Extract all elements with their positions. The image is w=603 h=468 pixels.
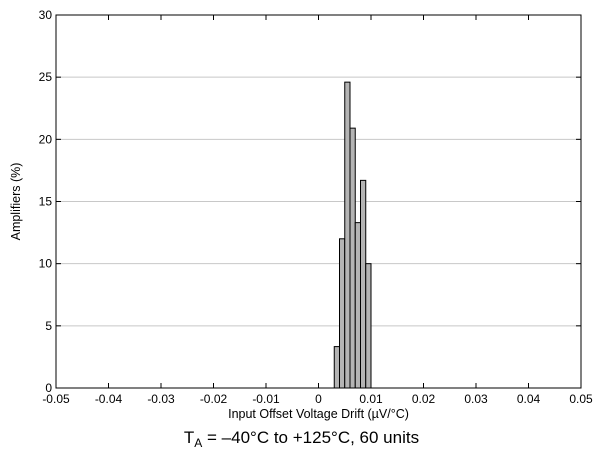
caption-t: T bbox=[183, 428, 195, 447]
y-tick-label: 15 bbox=[39, 195, 53, 209]
x-tick-label: 0.05 bbox=[569, 392, 593, 406]
histogram-bar bbox=[354, 222, 361, 389]
x-tick-label: -0.05 bbox=[42, 392, 70, 406]
conditions-caption: TA = –40°C to +125°C, 60 units bbox=[0, 428, 603, 450]
x-tick-label: -0.03 bbox=[147, 392, 175, 406]
x-tick-label: 0 bbox=[315, 392, 322, 406]
x-tick-label: -0.04 bbox=[95, 392, 123, 406]
x-tick-labels: -0.05 -0.04 -0.03 -0.02 -0.01 0 0.01 0.02 0.03 0.… bbox=[42, 392, 593, 406]
y-tick-labels: 0 5 10 15 20 25 30 bbox=[39, 8, 53, 395]
histogram-bar bbox=[339, 238, 346, 389]
caption-t-subscript: A bbox=[194, 436, 203, 450]
histogram-bar bbox=[333, 346, 340, 389]
y-tick-label: 10 bbox=[39, 257, 53, 271]
x-tick-label: 0.03 bbox=[464, 392, 488, 406]
y-tick-label: 0 bbox=[45, 381, 52, 395]
y-axis-title: Amplifiers (%) bbox=[9, 163, 23, 241]
bars bbox=[333, 81, 372, 389]
x-tick-label: -0.02 bbox=[200, 392, 228, 406]
x-axis-title: Input Offset Voltage Drift (µV/°C) bbox=[228, 407, 409, 421]
histogram-bar bbox=[360, 179, 367, 389]
x-tick-label: 0.04 bbox=[517, 392, 541, 406]
histogram-bar bbox=[344, 81, 351, 389]
x-tick-label: 0.02 bbox=[412, 392, 436, 406]
ticks bbox=[55, 14, 582, 389]
histogram-bar bbox=[349, 127, 356, 389]
y-tick-label: 25 bbox=[39, 70, 53, 84]
y-tick-label: 5 bbox=[45, 319, 52, 333]
y-tick-label: 20 bbox=[39, 132, 53, 146]
x-tick-label: -0.01 bbox=[252, 392, 280, 406]
caption-text: = –40°C to +125°C, 60 units bbox=[202, 428, 420, 447]
x-tick-label: 0.01 bbox=[359, 392, 383, 406]
gridlines bbox=[56, 76, 581, 327]
histogram-bar bbox=[365, 263, 372, 389]
y-tick-label: 30 bbox=[39, 8, 53, 22]
